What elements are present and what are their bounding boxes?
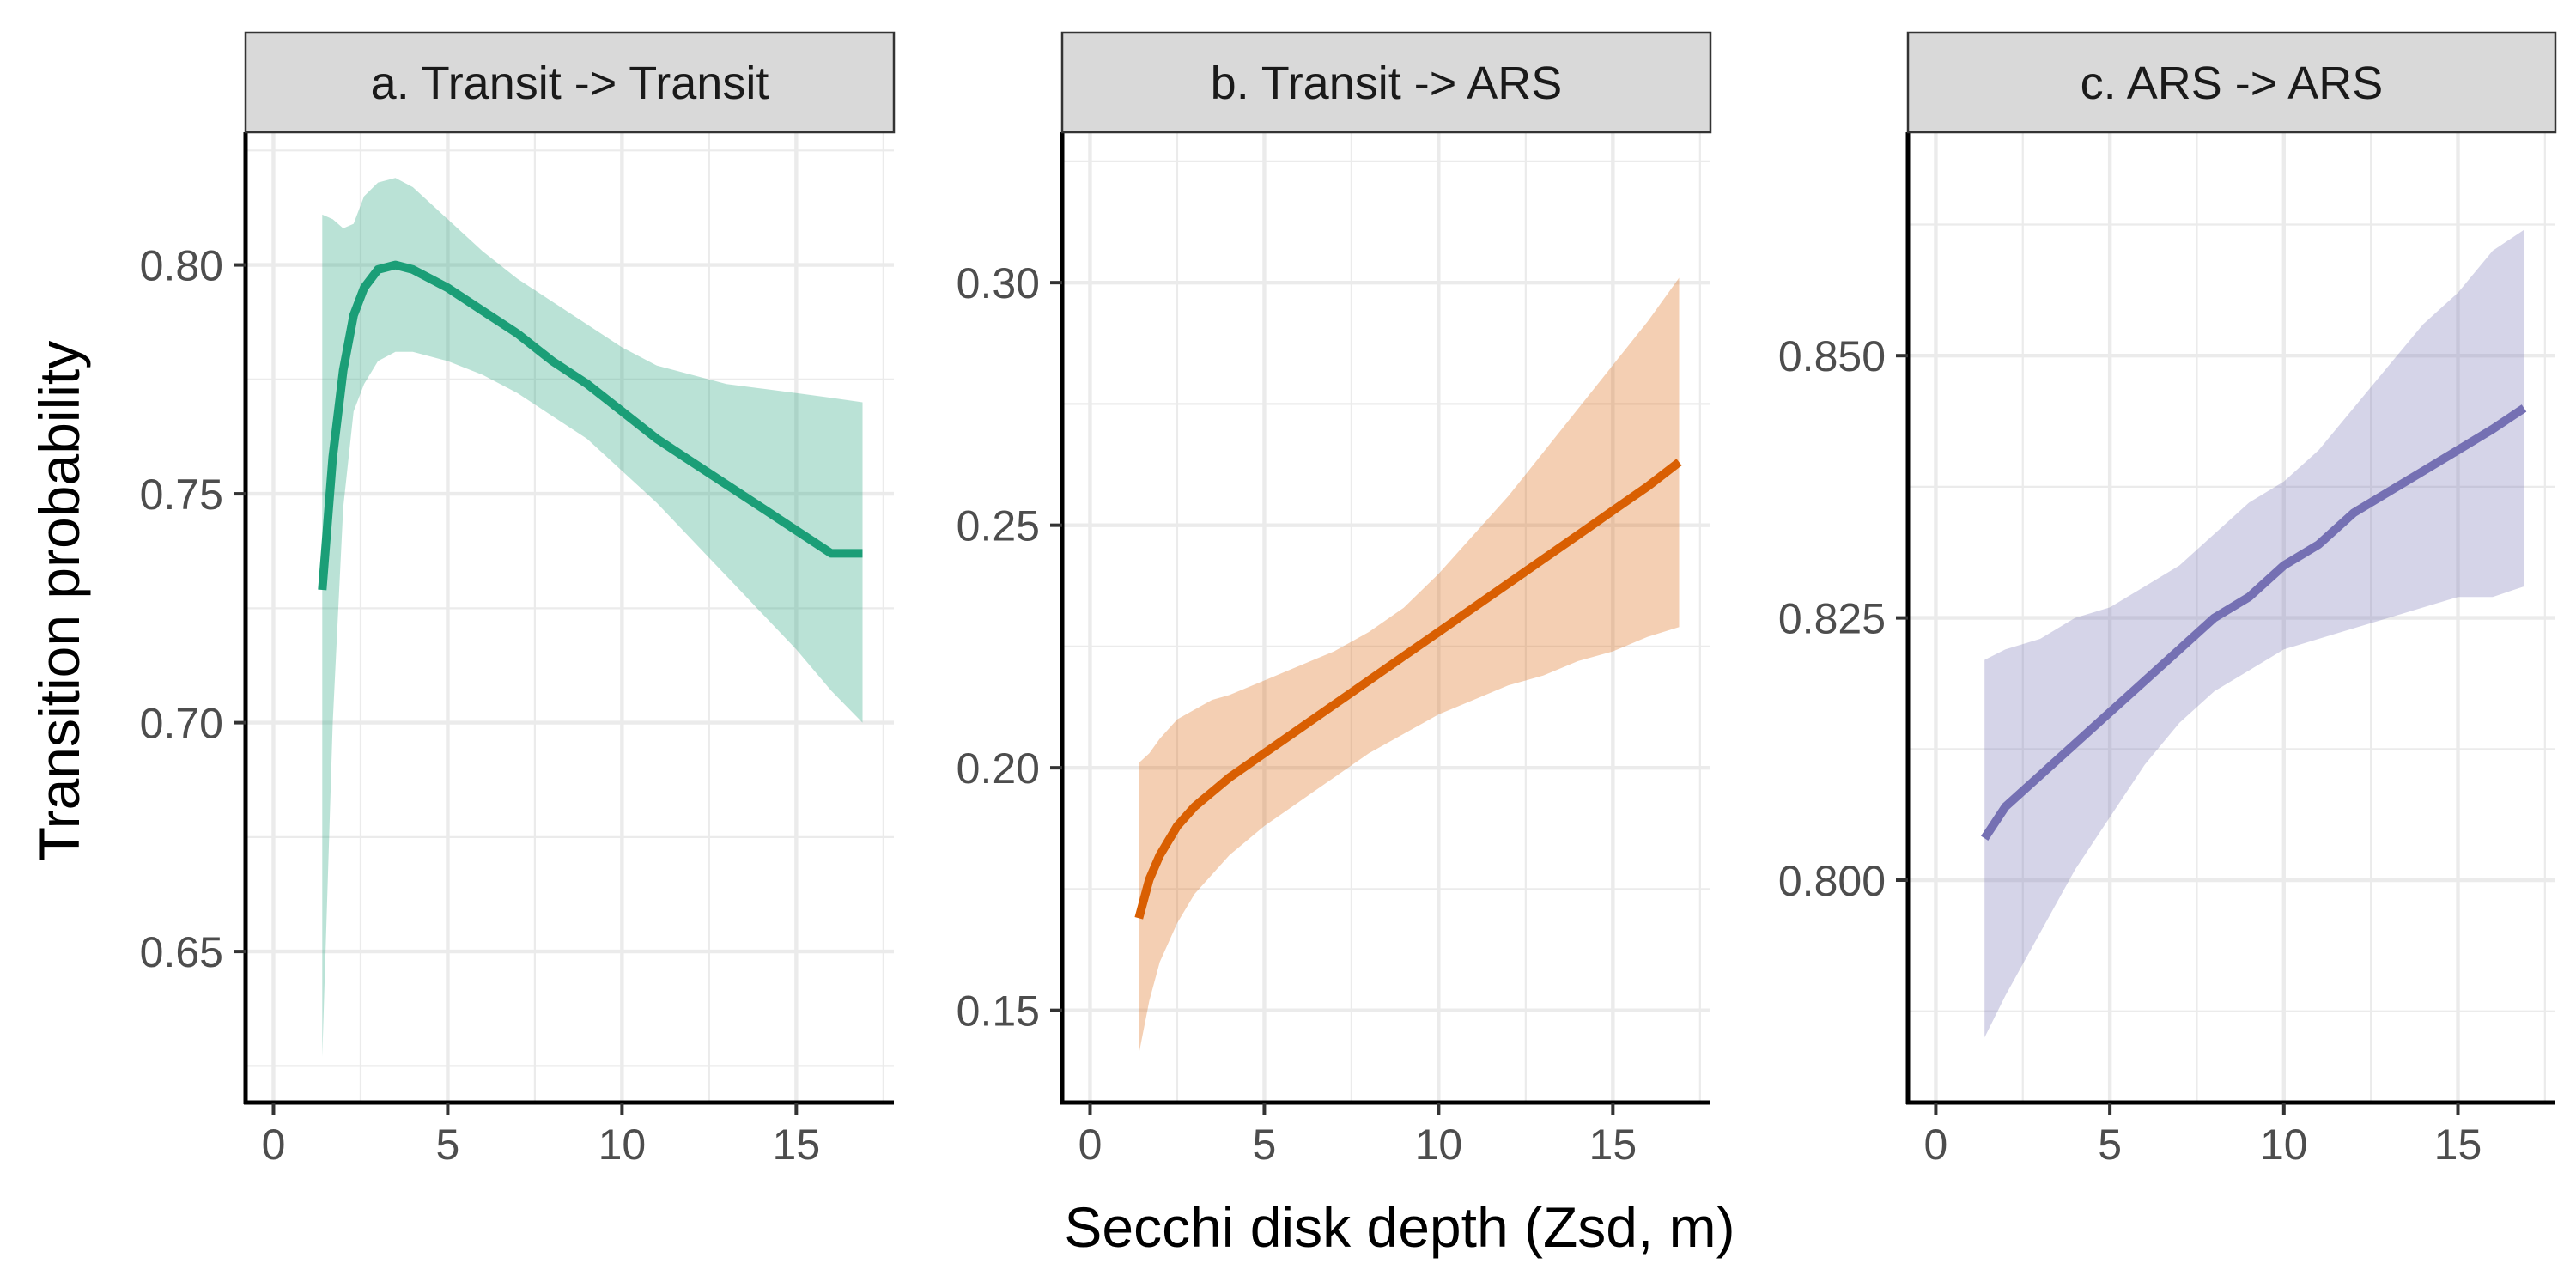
panel-3: 0 5 10 15 0.800 0.825 0.850 c. ARS -> ARS — [1778, 31, 2557, 1169]
y-tick-label: 0.825 — [1778, 595, 1886, 643]
facet-strip — [244, 31, 896, 134]
facet-strip — [1060, 31, 1712, 134]
x-tick-label: 0 — [1078, 1121, 1103, 1169]
x-tick-label: 10 — [598, 1121, 647, 1169]
y-tick-label: 0.80 — [140, 242, 223, 290]
x-tick-label: 5 — [1253, 1121, 1277, 1169]
x-tick-label: 0 — [1924, 1121, 1948, 1169]
x-tick-label: 15 — [2434, 1121, 2482, 1169]
confidence-band — [322, 178, 863, 1057]
x-axis-title: Secchi disk depth (Zsd, m) — [1064, 1195, 1735, 1259]
fitted-line — [318, 260, 863, 591]
y-tick-label: 0.65 — [140, 928, 223, 976]
y-tick-label: 0.75 — [140, 471, 223, 519]
panel-2: 0 5 10 15 0.15 0.20 0.25 0.30 b. Transit -> ARS — [957, 31, 1712, 1169]
x-tick-label: 10 — [2260, 1121, 2308, 1169]
panel-1: 0 5 10 15 0.65 0.70 0.75 0.80 a. Transit -> Tran… — [140, 31, 896, 1169]
y-tick-label: 0.25 — [957, 502, 1040, 550]
y-tick-label: 0.800 — [1778, 857, 1886, 905]
x-tick-label: 15 — [1589, 1121, 1637, 1169]
panels: 0 5 10 15 0.65 0.70 0.75 0.80 a. Transit -> Tran… — [140, 31, 2557, 1169]
facet-strip — [1906, 31, 2557, 134]
facet-strip-label: c. ARS -> ARS — [2081, 58, 2384, 109]
fitted-line — [1134, 459, 1682, 920]
x-tick-label: 15 — [773, 1121, 821, 1169]
confidence-band — [1139, 277, 1680, 1054]
y-tick-label: 0.30 — [957, 259, 1040, 307]
x-tick-label: 0 — [262, 1121, 286, 1169]
facet-strip-label: b. Transit -> ARS — [1211, 58, 1563, 109]
y-tick-label: 0.20 — [957, 744, 1040, 793]
y-tick-label: 0.15 — [957, 987, 1040, 1036]
x-tick-label: 5 — [436, 1121, 460, 1169]
y-axis-title: Transition probability — [27, 341, 91, 862]
confidence-band — [1984, 229, 2524, 1038]
x-tick-label: 5 — [2098, 1121, 2122, 1169]
x-tick-label: 10 — [1415, 1121, 1463, 1169]
fitted-line — [1981, 404, 2527, 841]
y-tick-label: 0.850 — [1778, 332, 1886, 380]
y-tick-label: 0.70 — [140, 700, 223, 748]
facet-strip-label: a. Transit -> Transit — [371, 58, 769, 109]
